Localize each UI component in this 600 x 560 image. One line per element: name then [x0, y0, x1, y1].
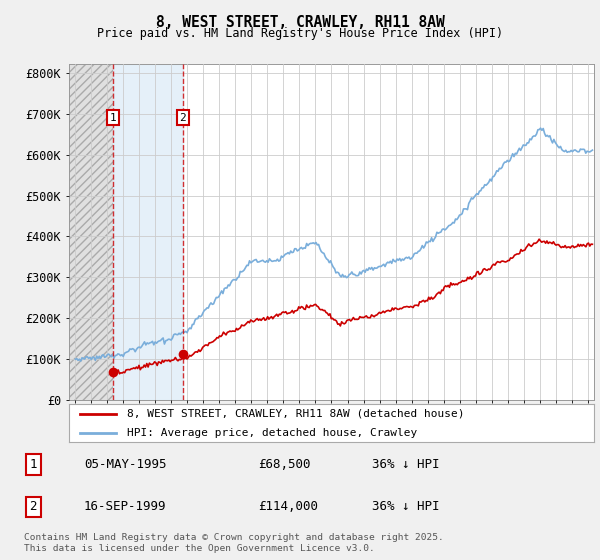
Bar	[69, 64, 113, 400]
Text: 36% ↓ HPI: 36% ↓ HPI	[372, 501, 439, 514]
Text: 1: 1	[29, 458, 37, 471]
Text: Price paid vs. HM Land Registry's House Price Index (HPI): Price paid vs. HM Land Registry's House …	[97, 27, 503, 40]
Text: 8, WEST STREET, CRAWLEY, RH11 8AW: 8, WEST STREET, CRAWLEY, RH11 8AW	[155, 15, 445, 30]
Text: 8, WEST STREET, CRAWLEY, RH11 8AW (detached house): 8, WEST STREET, CRAWLEY, RH11 8AW (detac…	[127, 409, 464, 419]
Text: HPI: Average price, detached house, Crawley: HPI: Average price, detached house, Craw…	[127, 428, 417, 438]
Text: 05-MAY-1995: 05-MAY-1995	[84, 458, 167, 471]
Text: 2: 2	[29, 501, 37, 514]
Text: £114,000: £114,000	[258, 501, 318, 514]
Bar	[113, 64, 183, 400]
Bar	[69, 64, 113, 400]
Text: 2: 2	[179, 113, 186, 123]
Text: £68,500: £68,500	[258, 458, 311, 471]
Text: 1: 1	[110, 113, 116, 123]
Text: 16-SEP-1999: 16-SEP-1999	[84, 501, 167, 514]
Text: 36% ↓ HPI: 36% ↓ HPI	[372, 458, 439, 471]
Text: Contains HM Land Registry data © Crown copyright and database right 2025.
This d: Contains HM Land Registry data © Crown c…	[24, 533, 444, 553]
